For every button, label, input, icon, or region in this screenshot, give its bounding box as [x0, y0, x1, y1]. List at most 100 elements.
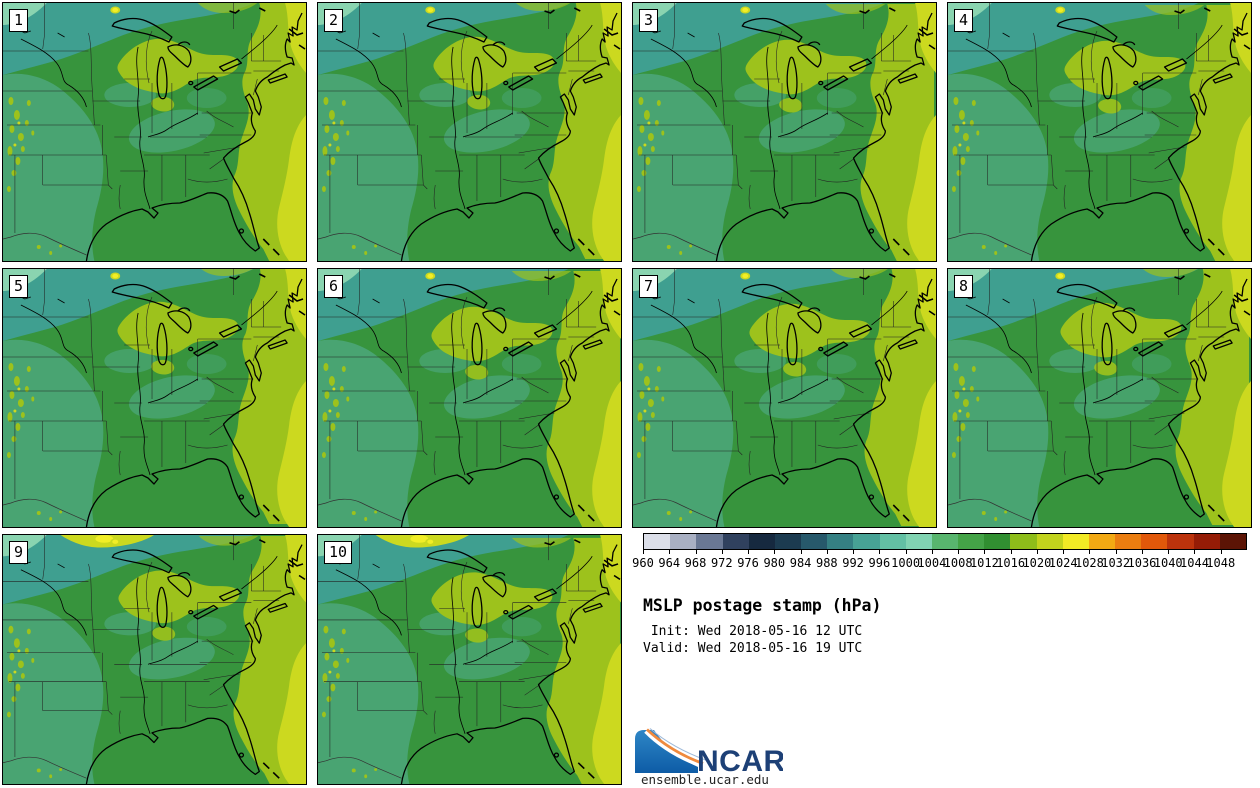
colorbar-tick-label: 996: [868, 556, 891, 570]
colorbar-segment: [1193, 534, 1220, 549]
mslp-map: [318, 535, 621, 784]
member-number-badge: 1: [9, 9, 29, 32]
mslp-map: [3, 3, 306, 261]
pressure-colorbar: 960 964 968 972 976 980 984 988 992 996 1000 1004 10…: [632, 533, 1247, 579]
init-time: Init: Wed 2018-05-16 12 UTC: [643, 624, 863, 639]
member-number-badge: 6: [324, 275, 344, 298]
colorbar-segment: [931, 534, 959, 549]
colorbar-tick-label: 1040: [1153, 556, 1183, 570]
colorbar-segment: [644, 534, 671, 549]
colorbar-tick: [669, 550, 671, 554]
colorbar-tick-label: 968: [684, 556, 707, 570]
colorbar-tick: [905, 550, 907, 554]
ncar-swoosh-orange-arc: [646, 728, 704, 765]
member-number-badge: 2: [324, 9, 344, 32]
ncar-logo-text: NCAR: [697, 745, 783, 776]
member-number-badge: 3: [639, 9, 659, 32]
colorbar-tick: [1089, 550, 1091, 554]
colorbar-tick-label: 972: [710, 556, 733, 570]
colorbar-tick-label: 1032: [1101, 556, 1131, 570]
colorbar-segment: [670, 534, 697, 549]
colorbar-tick: [1220, 550, 1222, 554]
colorbar-tick: [695, 550, 697, 554]
colorbar-tick-label: 1024: [1048, 556, 1078, 570]
colorbar-tick-label: 988: [815, 556, 838, 570]
member-number-badge: 7: [639, 275, 659, 298]
ncar-swoosh-thin-arc: [649, 728, 708, 762]
mslp-map: [3, 269, 306, 527]
colorbar-segment: [722, 534, 749, 549]
ncar-logo: NCAR: [635, 728, 783, 776]
colorbar-segment: [1219, 534, 1246, 549]
mslp-map: [633, 3, 936, 261]
colorbar-tick-label: 976: [737, 556, 759, 570]
ensemble-panel-5: 5: [2, 268, 307, 528]
colorbar-tick-label: 1016: [996, 556, 1026, 570]
ncar-swoosh-white-band: [644, 729, 702, 768]
colorbar-segment: [958, 534, 985, 549]
plot-title: MSLP postage stamp (hPa): [643, 596, 882, 615]
mslp-map: [948, 3, 1251, 261]
colorbar-tick: [748, 550, 750, 554]
member-number-badge: 10: [324, 541, 353, 564]
colorbar-tick-label: 1020: [1022, 556, 1052, 570]
mslp-map: [633, 269, 936, 527]
ensemble-panel-9: 9: [2, 534, 307, 785]
credit-url: ensemble.ucar.edu: [641, 772, 769, 787]
ensemble-panel-3: 3: [632, 2, 937, 262]
colorbar-tick-label: 1036: [1127, 556, 1157, 570]
colorbar-tick: [879, 550, 881, 554]
ncar-swoosh-fin: [635, 730, 698, 773]
colorbar-tick: [1036, 550, 1038, 554]
ensemble-panel-2: 2: [317, 2, 622, 262]
colorbar-tick: [1063, 550, 1065, 554]
colorbar-tick-label: 1008: [943, 556, 973, 570]
colorbar-segment: [1141, 534, 1168, 549]
colorbar-segment: [984, 534, 1011, 549]
colorbar-segment: [1088, 534, 1116, 549]
colorbar-segment: [1115, 534, 1142, 549]
colorbar-tick: [1194, 550, 1196, 554]
colorbar-tick-label: 984: [789, 556, 812, 570]
ensemble-panel-8: 8: [947, 268, 1252, 528]
ensemble-panel-6: 6: [317, 268, 622, 528]
ensemble-panel-10: 10: [317, 534, 622, 785]
colorbar-tick: [853, 550, 855, 554]
member-number-badge: 8: [954, 275, 974, 298]
mslp-map: [948, 269, 1251, 527]
colorbar-segment: [905, 534, 932, 549]
member-number-badge: 5: [9, 275, 29, 298]
colorbar-tick-label: 1012: [969, 556, 999, 570]
mslp-map: [318, 269, 621, 527]
colorbar-tick: [984, 550, 986, 554]
colorbar-tick-label: 1048: [1206, 556, 1236, 570]
colorbar-segment: [853, 534, 880, 549]
member-number-badge: 4: [954, 9, 974, 32]
colorbar-tick: [1010, 550, 1012, 554]
colorbar-segment: [1036, 534, 1063, 549]
ensemble-panel-1: 1: [2, 2, 307, 262]
mslp-map: [3, 535, 306, 784]
colorbar-tick: [1141, 550, 1143, 554]
colorbar-segment: [1062, 534, 1089, 549]
init-valid-times: Init: Wed 2018-05-16 12 UTC Valid: Wed 2…: [643, 623, 862, 657]
colorbar-tick: [931, 550, 933, 554]
colorbar-segment: [774, 534, 802, 549]
colorbar-tick: [721, 550, 723, 554]
colorbar-tick-label: 992: [842, 556, 864, 570]
colorbar-tick-label: 960: [632, 556, 654, 570]
colorbar-segment: [879, 534, 906, 549]
colorbar-tick-label: 1044: [1180, 556, 1209, 570]
colorbar-segment: [696, 534, 723, 549]
colorbar-segment: [748, 534, 775, 549]
colorbar-tick: [826, 550, 828, 554]
colorbar-segment: [1167, 534, 1194, 549]
colorbar-tick-label: 964: [658, 556, 681, 570]
colorbar-tick-label: 980: [763, 556, 786, 570]
colorbar-segment: [1010, 534, 1037, 549]
colorbar-tick: [1168, 550, 1170, 554]
colorbar-tick: [1115, 550, 1117, 554]
colorbar-tick-label: 1028: [1074, 556, 1104, 570]
colorbar-tick: [800, 550, 802, 554]
